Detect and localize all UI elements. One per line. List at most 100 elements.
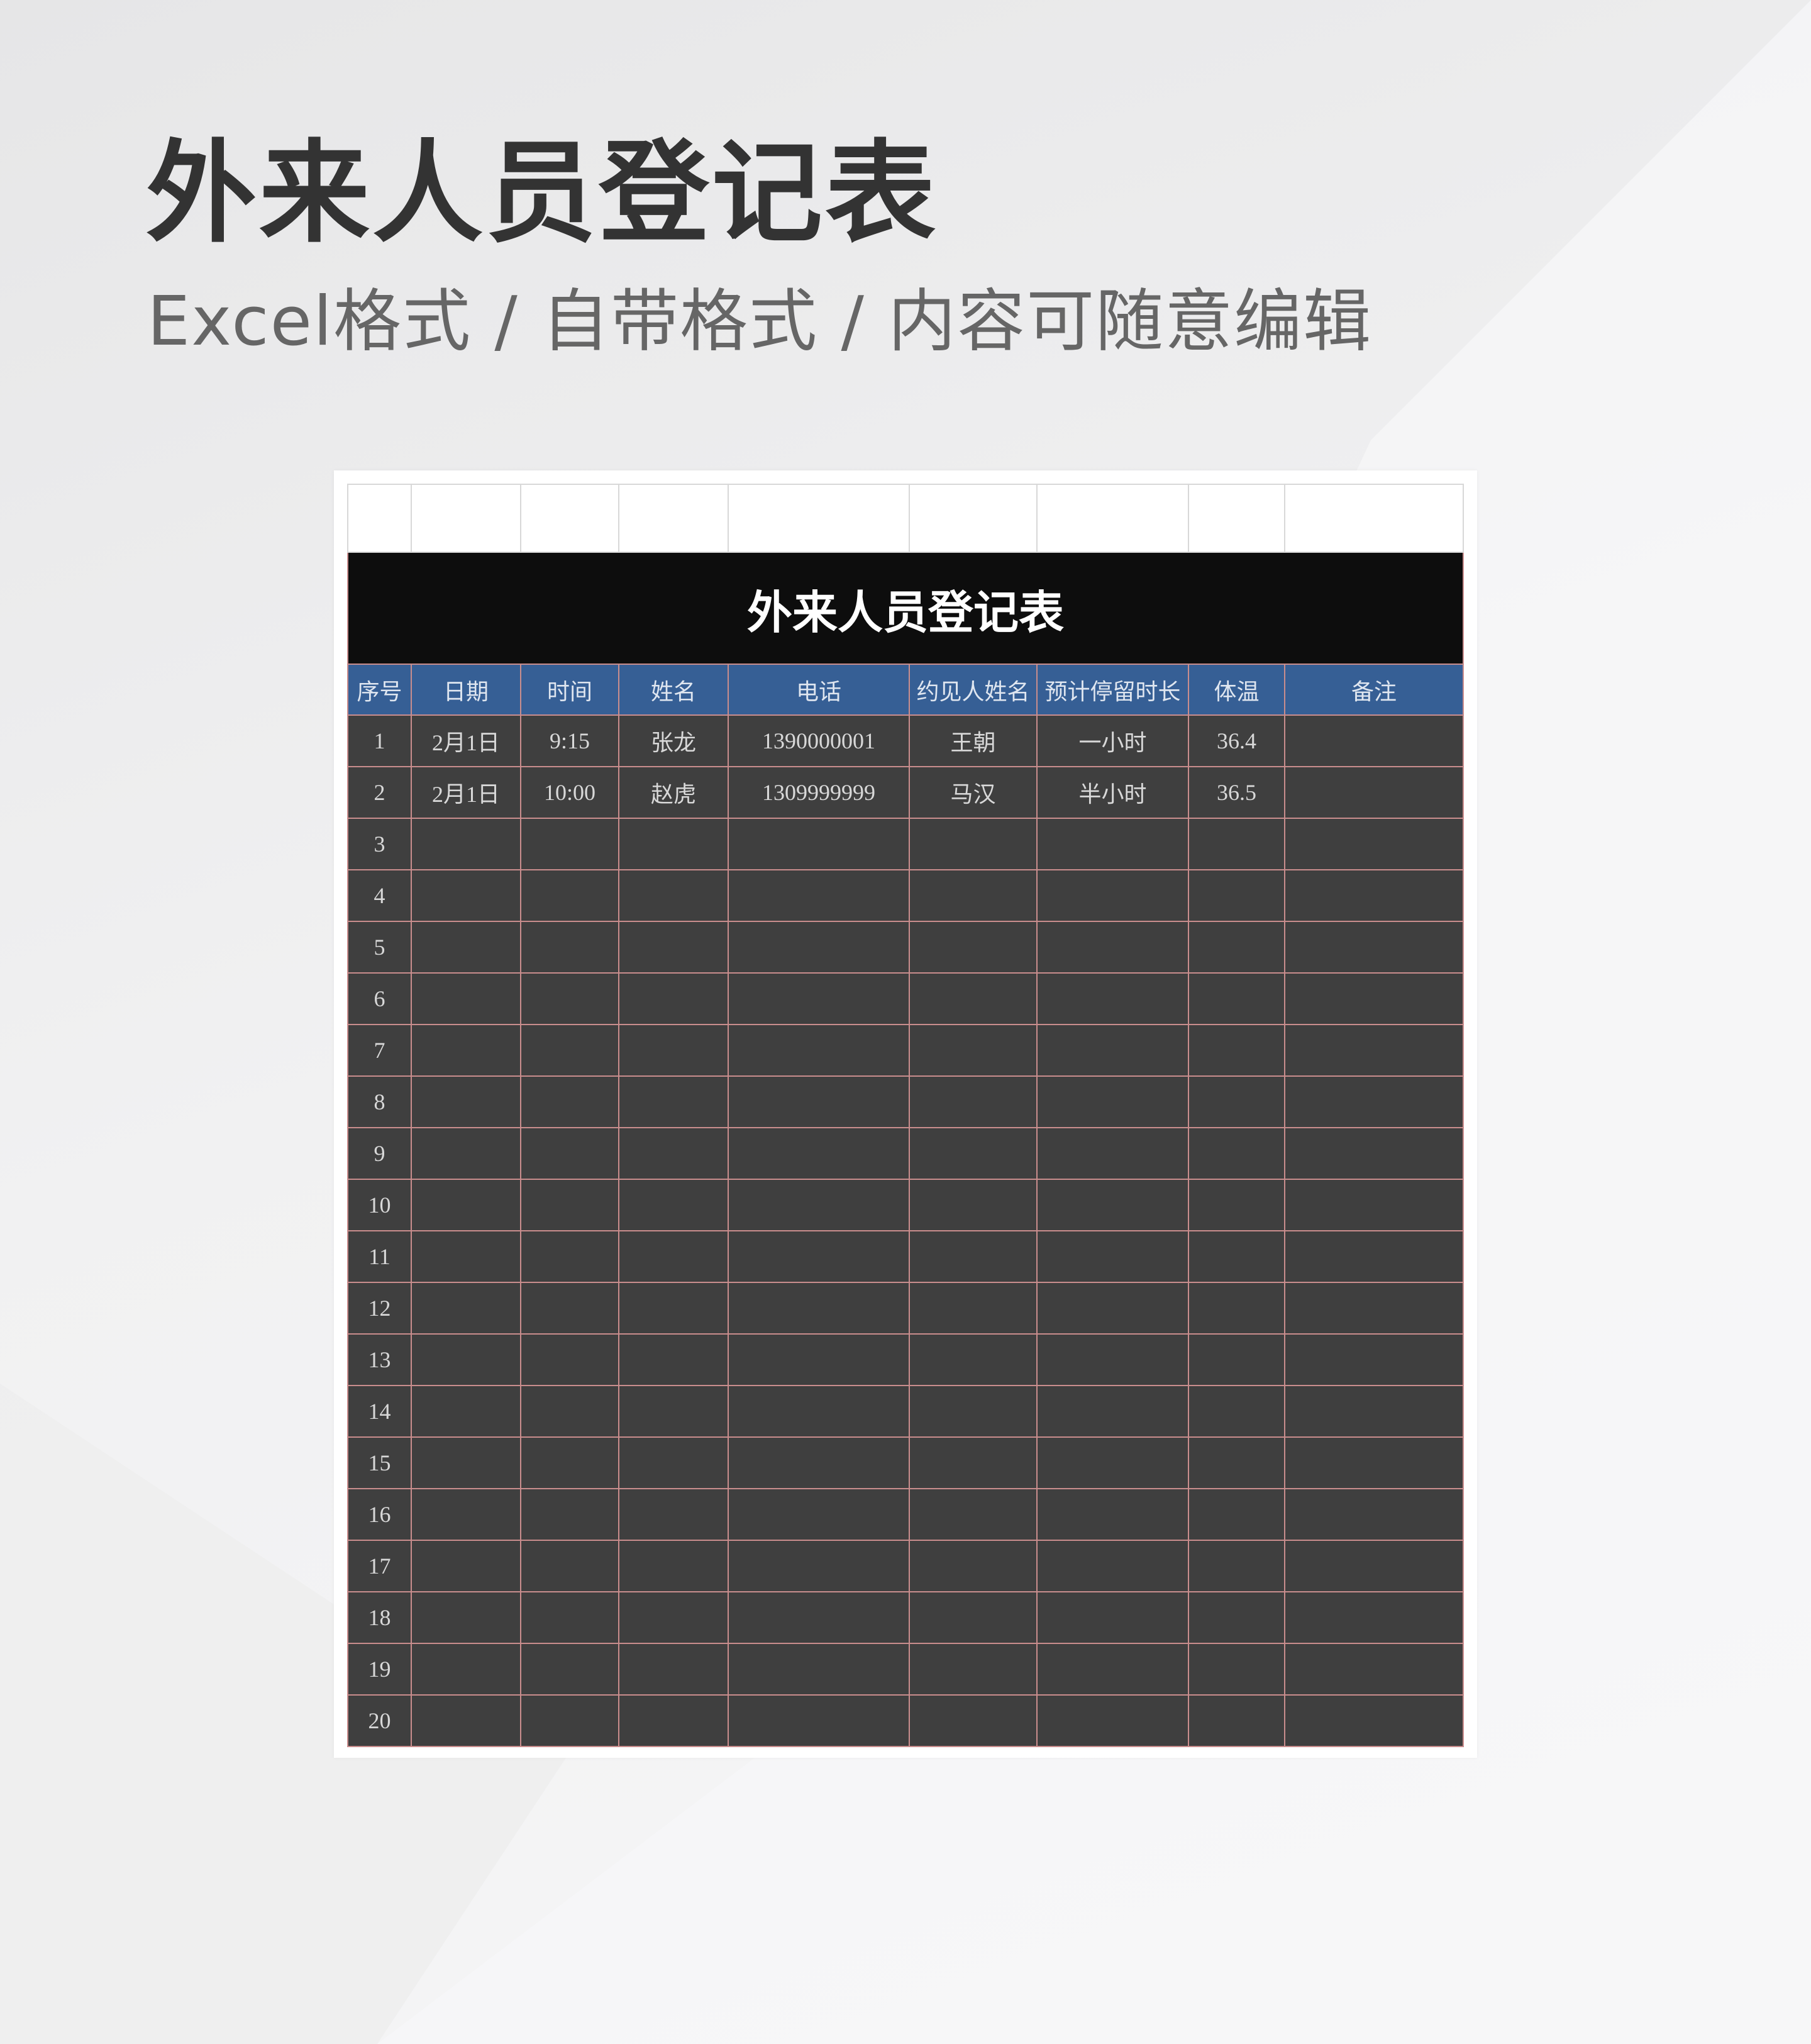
- table-cell[interactable]: [909, 972, 1038, 1025]
- table-cell[interactable]: [728, 1694, 910, 1747]
- table-cell[interactable]: 15: [347, 1436, 412, 1489]
- table-cell[interactable]: [728, 1075, 910, 1128]
- table-cell[interactable]: [728, 1230, 910, 1283]
- table-cell[interactable]: [1036, 1127, 1189, 1180]
- table-cell[interactable]: [909, 869, 1038, 922]
- column-header[interactable]: 序号: [347, 664, 412, 716]
- table-cell[interactable]: [1284, 1230, 1464, 1283]
- table-cell[interactable]: [1036, 1385, 1189, 1438]
- table-cell[interactable]: [1188, 1024, 1285, 1077]
- table-cell[interactable]: [411, 1488, 521, 1541]
- column-header[interactable]: 电话: [728, 664, 910, 716]
- table-cell[interactable]: [909, 1075, 1038, 1128]
- table-cell[interactable]: [728, 1591, 910, 1644]
- table-cell[interactable]: [1284, 1282, 1464, 1335]
- table-cell[interactable]: [1036, 1230, 1189, 1283]
- column-header[interactable]: 备注: [1284, 664, 1464, 716]
- table-cell[interactable]: [411, 1333, 521, 1386]
- table-cell[interactable]: 1390000001: [728, 714, 910, 767]
- table-cell[interactable]: [1188, 1230, 1285, 1283]
- table-cell[interactable]: [1284, 1643, 1464, 1696]
- table-cell[interactable]: [1188, 1333, 1285, 1386]
- table-cell[interactable]: [411, 1230, 521, 1283]
- table-cell[interactable]: [1188, 1385, 1285, 1438]
- table-cell[interactable]: [909, 1436, 1038, 1489]
- table-cell[interactable]: [618, 1333, 729, 1386]
- table-cell[interactable]: 11: [347, 1230, 412, 1283]
- table-cell[interactable]: [1188, 921, 1285, 974]
- table-cell[interactable]: [728, 1385, 910, 1438]
- table-cell[interactable]: 张龙: [618, 714, 729, 767]
- table-cell[interactable]: [618, 1282, 729, 1335]
- table-cell[interactable]: [618, 921, 729, 974]
- table-cell[interactable]: 36.4: [1188, 714, 1285, 767]
- table-cell[interactable]: [909, 1540, 1038, 1592]
- table-cell[interactable]: [909, 921, 1038, 974]
- table-cell[interactable]: [909, 1488, 1038, 1541]
- table-cell[interactable]: [1188, 1282, 1285, 1335]
- table-cell[interactable]: [909, 1024, 1038, 1077]
- table-cell[interactable]: [411, 1540, 521, 1592]
- table-cell[interactable]: [520, 1643, 619, 1696]
- table-cell[interactable]: 1: [347, 714, 412, 767]
- table-cell[interactable]: 14: [347, 1385, 412, 1438]
- table-cell[interactable]: 16: [347, 1488, 412, 1541]
- table-cell[interactable]: [618, 1230, 729, 1283]
- table-cell[interactable]: [1284, 1540, 1464, 1592]
- table-cell[interactable]: [909, 1591, 1038, 1644]
- table-cell[interactable]: 2月1日: [411, 766, 521, 819]
- table-cell[interactable]: 赵虎: [618, 766, 729, 819]
- table-cell[interactable]: [520, 1179, 619, 1231]
- table-cell[interactable]: [909, 1230, 1038, 1283]
- table-cell[interactable]: [411, 1282, 521, 1335]
- table-cell[interactable]: [411, 1385, 521, 1438]
- table-cell[interactable]: [411, 972, 521, 1025]
- table-cell[interactable]: [1036, 1282, 1189, 1335]
- table-cell[interactable]: [1036, 1540, 1189, 1592]
- table-cell[interactable]: [1284, 1488, 1464, 1541]
- table-cell[interactable]: [520, 1127, 619, 1180]
- table-cell[interactable]: [520, 869, 619, 922]
- cell[interactable]: [411, 484, 521, 553]
- table-cell[interactable]: [1284, 972, 1464, 1025]
- table-cell[interactable]: [520, 1385, 619, 1438]
- table-cell[interactable]: 2: [347, 766, 412, 819]
- table-cell[interactable]: [1036, 1024, 1189, 1077]
- table-cell[interactable]: [1188, 1591, 1285, 1644]
- column-header[interactable]: 体温: [1188, 664, 1285, 716]
- table-cell[interactable]: [728, 1333, 910, 1386]
- table-cell[interactable]: [618, 972, 729, 1025]
- table-cell[interactable]: [1188, 1179, 1285, 1231]
- table-cell[interactable]: [1284, 1591, 1464, 1644]
- table-cell[interactable]: [618, 1385, 729, 1438]
- table-cell[interactable]: [1036, 921, 1189, 974]
- table-cell[interactable]: [618, 869, 729, 922]
- table-cell[interactable]: [909, 1179, 1038, 1231]
- table-cell[interactable]: 17: [347, 1540, 412, 1592]
- table-cell[interactable]: [411, 1127, 521, 1180]
- sheet-title[interactable]: 外来人员登记表: [347, 552, 1464, 665]
- table-cell[interactable]: [618, 1591, 729, 1644]
- table-cell[interactable]: 2月1日: [411, 714, 521, 767]
- table-cell[interactable]: 4: [347, 869, 412, 922]
- table-cell[interactable]: [1284, 869, 1464, 922]
- column-header[interactable]: 时间: [520, 664, 619, 716]
- table-cell[interactable]: 1309999999: [728, 766, 910, 819]
- table-cell[interactable]: [520, 1024, 619, 1077]
- cell[interactable]: [347, 484, 412, 553]
- table-cell[interactable]: [728, 972, 910, 1025]
- table-cell[interactable]: [1188, 1436, 1285, 1489]
- table-cell[interactable]: [618, 1694, 729, 1747]
- table-cell[interactable]: [1188, 1127, 1285, 1180]
- table-cell[interactable]: [728, 921, 910, 974]
- table-cell[interactable]: [520, 921, 619, 974]
- table-cell[interactable]: [1284, 1385, 1464, 1438]
- table-cell[interactable]: 一小时: [1036, 714, 1189, 767]
- table-cell[interactable]: [411, 1643, 521, 1696]
- table-cell[interactable]: [1284, 1024, 1464, 1077]
- table-cell[interactable]: [1036, 972, 1189, 1025]
- table-cell[interactable]: [618, 1436, 729, 1489]
- table-cell[interactable]: [728, 1282, 910, 1335]
- table-cell[interactable]: [618, 1024, 729, 1077]
- table-cell[interactable]: 10:00: [520, 766, 619, 819]
